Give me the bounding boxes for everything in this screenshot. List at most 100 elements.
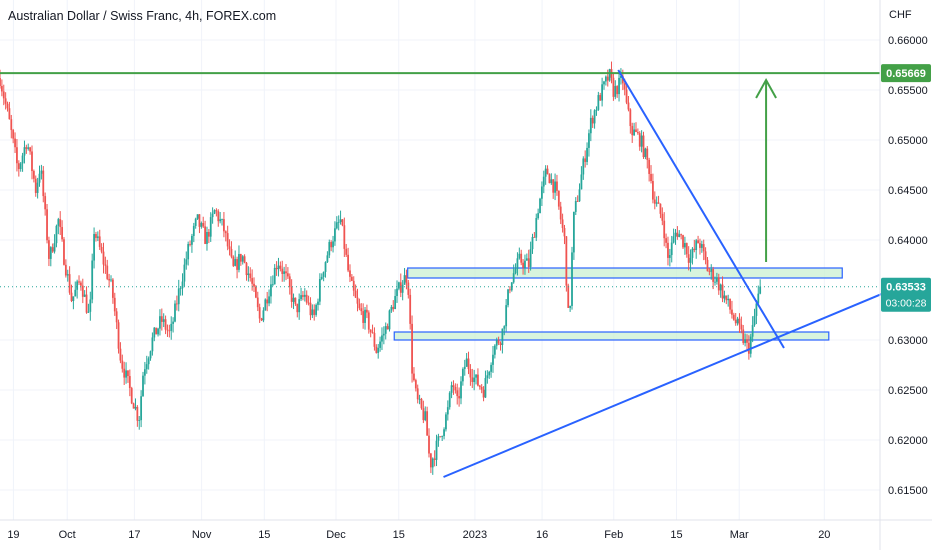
candle-body xyxy=(309,302,312,316)
candle xyxy=(96,231,99,242)
candle-body xyxy=(266,299,269,304)
zone-lower[interactable] xyxy=(393,331,830,341)
candle xyxy=(337,215,340,231)
candle xyxy=(571,246,573,310)
candle xyxy=(80,280,82,291)
candle xyxy=(12,128,15,144)
candle xyxy=(356,288,359,312)
candle-body xyxy=(469,369,472,378)
candle-body xyxy=(377,347,380,353)
candle-body xyxy=(108,278,111,281)
candle xyxy=(349,264,351,283)
candle xyxy=(211,207,214,224)
candle xyxy=(204,220,206,245)
candle xyxy=(382,326,385,345)
x-tick-label: 15 xyxy=(670,529,682,541)
candle xyxy=(362,303,365,329)
candle-body xyxy=(426,411,429,436)
candle-body xyxy=(32,170,35,179)
candle xyxy=(55,224,58,248)
candle xyxy=(44,192,47,216)
candle-body xyxy=(96,236,99,238)
candle xyxy=(247,266,250,282)
candle xyxy=(719,283,722,298)
candle-body xyxy=(672,236,675,243)
candle-body xyxy=(623,83,626,90)
candle-body xyxy=(241,256,244,262)
candle xyxy=(456,383,459,405)
candle-body xyxy=(473,377,476,383)
trendline-rising[interactable] xyxy=(443,287,897,478)
candle xyxy=(586,142,588,166)
candle-body xyxy=(59,219,62,228)
candle xyxy=(189,240,191,247)
candle-body xyxy=(644,148,647,158)
candle xyxy=(292,293,295,310)
x-tick-label: Dec xyxy=(326,529,346,541)
candle xyxy=(522,259,524,275)
candle xyxy=(746,334,748,352)
candle-body xyxy=(633,129,635,136)
y-tick-label: 0.62500 xyxy=(888,385,928,397)
candle-body xyxy=(635,129,637,133)
candle-body xyxy=(302,295,304,297)
candle xyxy=(234,250,237,267)
candle xyxy=(302,291,304,301)
candle xyxy=(78,275,80,285)
candle-body xyxy=(556,181,558,191)
candle-body xyxy=(729,298,731,310)
candle-body xyxy=(477,374,479,386)
candle xyxy=(469,364,472,386)
candle xyxy=(757,285,760,306)
candle-body xyxy=(187,244,190,260)
candle-body xyxy=(381,335,383,342)
candle-body xyxy=(559,206,562,220)
candle-body xyxy=(63,239,65,265)
candle xyxy=(663,212,666,247)
candle xyxy=(251,269,254,291)
candle xyxy=(106,259,109,281)
candle-body xyxy=(525,258,528,261)
candle-body xyxy=(202,223,205,227)
candle-body xyxy=(23,147,26,156)
candle-body xyxy=(29,147,32,152)
candle xyxy=(145,355,148,374)
target-arrow[interactable] xyxy=(755,77,777,262)
candle xyxy=(392,300,395,312)
candle xyxy=(243,254,246,264)
candle xyxy=(736,316,739,326)
candle-body xyxy=(652,181,654,200)
candle-body xyxy=(700,244,703,248)
candle-body xyxy=(81,285,84,297)
candle-body xyxy=(721,284,724,299)
candle-body xyxy=(465,358,468,367)
candle-body xyxy=(27,147,30,149)
candle-body xyxy=(179,288,182,290)
candle-body xyxy=(42,170,45,197)
trendline-falling[interactable] xyxy=(617,69,785,349)
candle xyxy=(653,191,656,210)
candle xyxy=(588,129,590,157)
candle xyxy=(273,264,276,285)
candle xyxy=(461,367,464,386)
candle-body xyxy=(736,318,739,324)
candle xyxy=(428,428,430,458)
candle xyxy=(668,248,671,267)
candle-body xyxy=(106,265,109,279)
candle xyxy=(471,368,474,389)
candle xyxy=(110,275,112,283)
candle-body xyxy=(211,213,214,218)
candle xyxy=(548,173,551,184)
candle xyxy=(484,370,487,398)
candle-body xyxy=(659,203,662,214)
candle-body xyxy=(488,371,491,376)
candle xyxy=(552,178,555,199)
x-tick-label: 17 xyxy=(128,529,140,541)
candle xyxy=(151,332,154,356)
candle xyxy=(424,406,427,422)
candle-body xyxy=(273,267,276,285)
candle xyxy=(4,92,7,110)
zone-upper[interactable] xyxy=(407,267,843,279)
